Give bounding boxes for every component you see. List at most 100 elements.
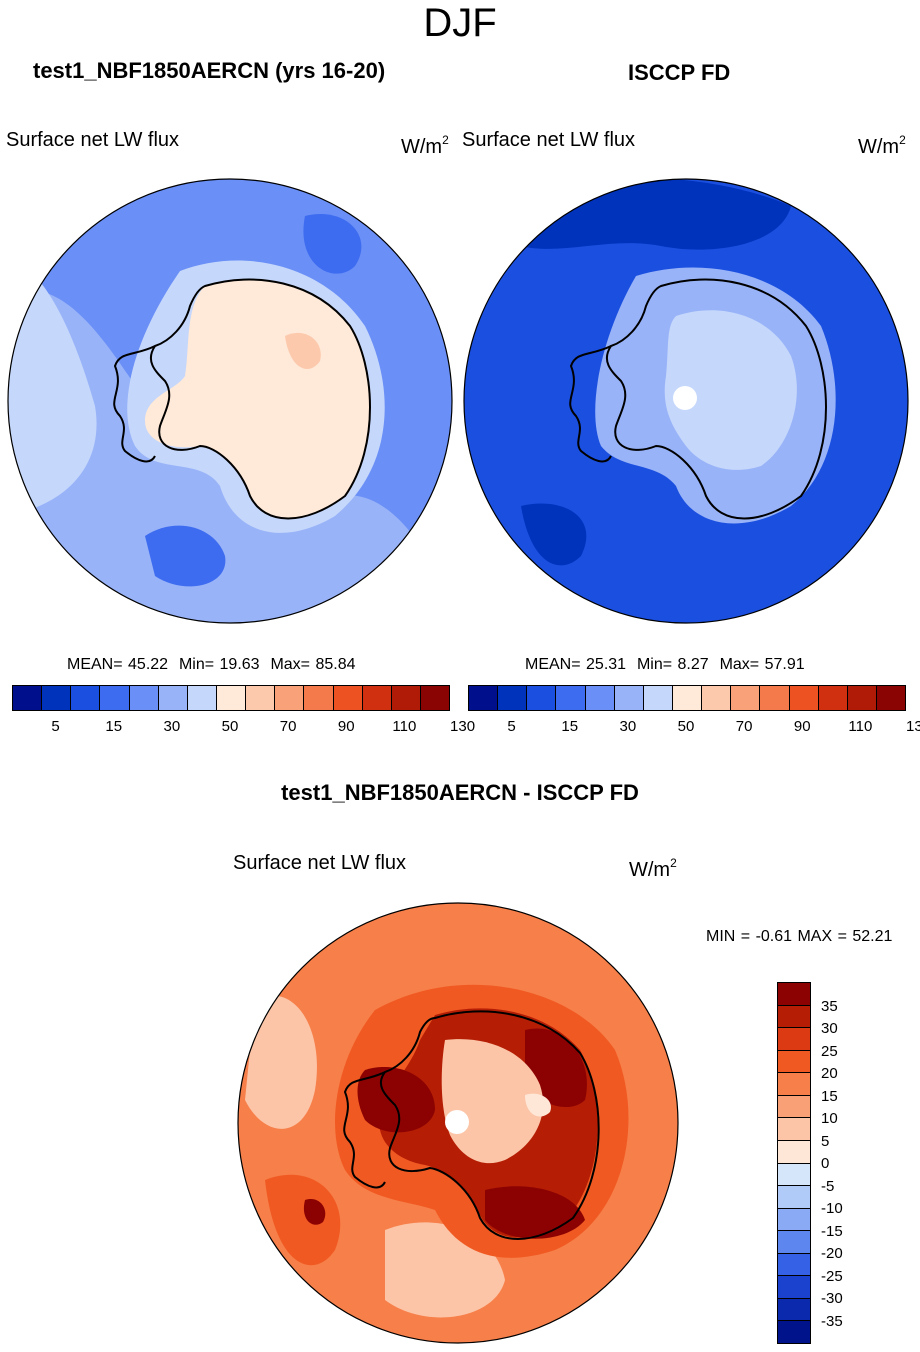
colorbar-swatch [731, 686, 761, 710]
colorbar-swatch [778, 1276, 810, 1299]
colorbar-tick-label: 10 [821, 1110, 838, 1127]
diff-units: W/m2 [629, 856, 677, 881]
panel1-stats: MEAN= 45.22 Min= 19.63 Max= 85.84 [67, 656, 356, 673]
colorbar-tick-label: -30 [821, 1290, 843, 1307]
colorbar-swatch [778, 1073, 810, 1096]
colorbar-isccp [468, 685, 906, 711]
colorbar-swatch [304, 686, 334, 710]
panel2-units: W/m2 [858, 133, 906, 158]
colorbar-tick-label: 30 [619, 718, 637, 735]
map2-coastline [569, 278, 827, 520]
colorbar-model [12, 685, 450, 711]
colorbar-swatch [246, 686, 276, 710]
colorbar-tick-label: -20 [821, 1245, 843, 1262]
diff-lightest-center [525, 1093, 551, 1117]
colorbar-swatch [789, 686, 819, 710]
colorbar-swatch [778, 1118, 810, 1141]
colorbar-tick-label: 20 [821, 1065, 838, 1082]
colorbar-swatch [129, 686, 159, 710]
colorbar-swatch [778, 1095, 810, 1119]
colorbar-tick-label: -35 [821, 1312, 843, 1330]
colorbar-swatch [527, 686, 557, 710]
colorbar-tick-label: 5 [507, 718, 516, 735]
colorbar-tick-label: -15 [821, 1222, 843, 1240]
diff-title: test1_NBF1850AERCN - ISCCP FD [281, 780, 639, 805]
colorbar-swatch [778, 1186, 810, 1209]
diff-darkest-patch [303, 1199, 326, 1225]
colorbar-swatch [391, 686, 421, 710]
colorbar-swatch [42, 686, 72, 710]
map1-ocean-deep-patch2 [303, 214, 362, 274]
colorbar-swatch [778, 1321, 810, 1343]
colorbar-tick-label: 70 [735, 718, 753, 735]
colorbar-tick-label: 5 [51, 718, 60, 735]
panel2-variable: Surface net LW flux [462, 129, 636, 151]
map1-ocean-deep-patch [145, 525, 226, 587]
panel2-stats: MEAN= 25.31 Min= 8.27 Max= 57.91 [525, 656, 805, 673]
colorbar-swatch [778, 983, 810, 1006]
colorbar-tick-label: 50 [677, 718, 695, 735]
panel1-title: test1_NBF1850AERCN (yrs 16-20) [33, 58, 386, 83]
diff-mid-left [265, 1174, 341, 1266]
map-isccp [463, 178, 909, 624]
map2-ice [664, 310, 797, 470]
colorbar-tick-label: 70 [279, 718, 297, 735]
colorbar-tick-label: 15 [561, 718, 579, 735]
colorbar-swatch [672, 686, 703, 710]
colorbar-swatch [847, 686, 877, 710]
colorbar-swatch [187, 686, 217, 710]
colorbar-swatch [778, 1231, 810, 1254]
colorbar-tick-label: 5 [821, 1132, 830, 1150]
colorbar-swatch [13, 686, 43, 710]
colorbar-swatch [760, 686, 790, 710]
diff-light-left [245, 995, 317, 1129]
colorbar-tick-label: 110 [848, 718, 873, 735]
diff-darkest-ross [357, 1066, 435, 1133]
map1-ice-patch [285, 332, 321, 369]
colorbar-swatch [778, 1163, 810, 1187]
colorbar-swatch [778, 1028, 810, 1051]
colorbar-swatch [778, 1140, 810, 1164]
colorbar-swatch [216, 686, 247, 710]
map2-ocean-deep-bottom [521, 503, 587, 566]
panel1-variable: Surface net LW flux [6, 129, 180, 151]
diff-light-center [441, 1039, 544, 1164]
diff-variable: Surface net LW flux [233, 852, 407, 874]
colorbar-tick-label: 30 [163, 718, 181, 735]
colorbar-swatch [614, 686, 644, 710]
colorbar-tick-label: 35 [821, 997, 838, 1015]
colorbar-tick-label: -5 [821, 1177, 835, 1195]
colorbar-swatch [818, 686, 848, 710]
map-model [7, 178, 453, 624]
diff-minmax: MIN = -0.61 MAX = 52.21 [706, 928, 893, 945]
diff-coastline [343, 1010, 600, 1240]
colorbar-tick-label: 130 [906, 718, 920, 735]
colorbar-tick-label: 25 [821, 1042, 838, 1060]
colorbar-swatch [778, 1208, 810, 1232]
colorbar-tick-label: 15 [821, 1087, 838, 1105]
colorbar-tick-label: 90 [337, 718, 355, 735]
map2-pole-hole [673, 386, 697, 410]
map1-coastline [113, 278, 371, 520]
colorbar-swatch [100, 686, 130, 710]
diff-pole-hole [445, 1110, 469, 1134]
colorbar-swatch [643, 686, 673, 710]
panel2-title: ISCCP FD [628, 60, 731, 85]
colorbar-swatch [469, 686, 499, 710]
colorbar-swatch [556, 686, 586, 710]
colorbar-tick-label: 130 [450, 718, 476, 735]
colorbar-swatch [778, 1050, 810, 1074]
map1-ocean-light-left [8, 256, 97, 516]
figure-title: DJF [423, 1, 497, 45]
colorbar-swatch [333, 686, 363, 710]
colorbar-swatch [585, 686, 615, 710]
colorbar-tick-label: 30 [821, 1020, 838, 1037]
colorbar-tick-label: 50 [221, 718, 239, 735]
colorbar-swatch [778, 1298, 810, 1322]
colorbar-swatch [876, 686, 906, 710]
colorbar-swatch [778, 1253, 810, 1277]
colorbar-swatch [702, 686, 732, 710]
colorbar-tick-label: 0 [821, 1155, 830, 1172]
colorbar-swatch [778, 1005, 810, 1029]
panel1-units: W/m2 [401, 133, 449, 158]
